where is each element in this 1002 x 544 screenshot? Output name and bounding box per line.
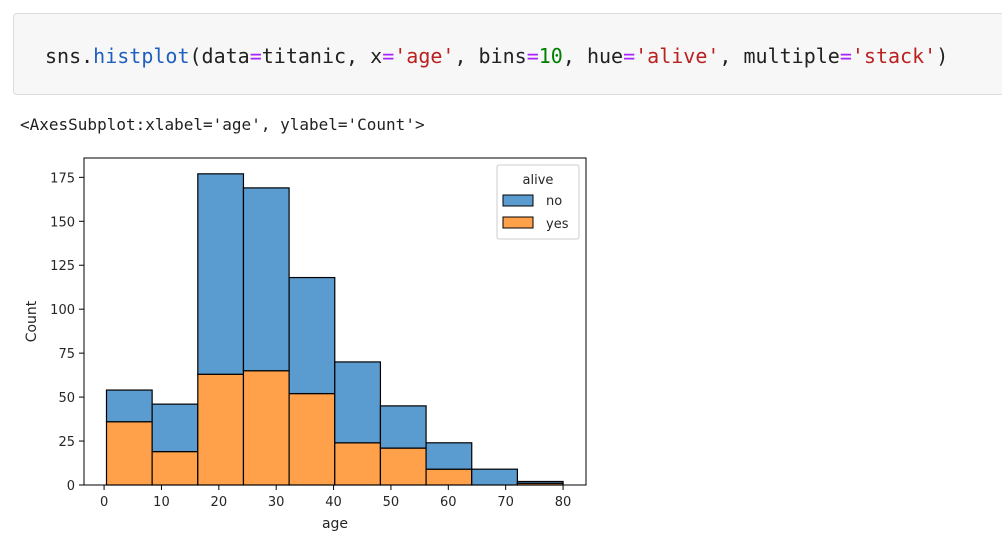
code-equals: = [526, 44, 539, 68]
code-equals: = [623, 44, 636, 68]
bar-no [379, 405, 427, 449]
code-equals: = [249, 44, 262, 68]
legend-label-no: no [546, 194, 562, 209]
bar-yes [379, 447, 427, 486]
x-tick-label: 70 [497, 495, 514, 510]
y-tick-label: 75 [58, 347, 75, 362]
bar-yes [288, 392, 336, 486]
bar-no [425, 442, 473, 470]
bar-yes [105, 421, 153, 486]
legend: alive no yes [496, 164, 580, 240]
legend-label-yes: yes [546, 217, 569, 232]
code-paren-open: ( [189, 44, 202, 68]
code-arg-name: multiple [743, 44, 840, 68]
y-tick-label: 125 [50, 259, 75, 274]
histogram-chart: 0 10 20 30 40 50 60 70 80 0 25 50 75 100 125 150 175 ag… [24, 157, 587, 532]
code-arg-value: titanic, [261, 44, 371, 68]
bar-no [288, 276, 336, 395]
code-equals: = [839, 44, 852, 68]
bar-no [516, 480, 564, 484]
code-string: 'stack' [851, 44, 937, 68]
bar-yes [197, 373, 245, 486]
axes-frame [83, 157, 587, 486]
y-axis-label: Count [24, 300, 40, 342]
code-string: 'alive' [635, 44, 720, 68]
legend-swatch-yes [502, 216, 534, 229]
y-tick-label: 25 [58, 435, 75, 450]
x-axis-label: age [322, 516, 348, 532]
bar-yes [151, 450, 199, 486]
code-module: sns. [45, 44, 94, 68]
code-cell[interactable]: sns.histplot(data=titanic, x='age', bins… [13, 13, 1002, 95]
bar-no [151, 403, 199, 453]
x-tick-label: 60 [440, 495, 457, 510]
bar-no [105, 389, 153, 423]
code-arg-name: x [370, 44, 383, 68]
code-string: 'age' [394, 44, 455, 68]
bar-no [197, 173, 245, 375]
code-arg-name: data [201, 44, 250, 68]
code-separator: , [719, 44, 744, 68]
code-separator: , [454, 44, 479, 68]
x-tick-label: 10 [153, 495, 170, 510]
bar-yes [334, 442, 382, 486]
bar-yes [242, 370, 290, 486]
bar-no [471, 468, 518, 486]
x-axis-ticks: 0 10 20 30 40 50 60 70 80 [100, 485, 571, 510]
code-arg-name: bins [478, 44, 527, 68]
code-separator: , [562, 44, 587, 68]
y-tick-label: 0 [67, 479, 75, 494]
legend-title: alive [523, 173, 554, 188]
output-repr: <AxesSubplot:xlabel='age', ylabel='Count… [20, 115, 425, 134]
code-function: histplot [93, 44, 190, 68]
code-arg-name: hue [586, 44, 624, 68]
x-tick-label: 30 [268, 495, 285, 510]
x-tick-label: 80 [555, 495, 572, 510]
code-line: sns.histplot(data=titanic, x='age', bins… [45, 44, 948, 68]
code-number: 10 [538, 44, 563, 68]
y-tick-label: 175 [50, 171, 75, 186]
x-tick-label: 20 [211, 495, 228, 510]
x-tick-label: 0 [100, 495, 108, 510]
code-paren-close: ) [936, 44, 949, 68]
bars-group [105, 173, 564, 486]
legend-swatch-no [502, 194, 534, 207]
y-tick-label: 100 [50, 303, 75, 318]
bar-no [242, 187, 290, 372]
x-tick-label: 40 [325, 495, 342, 510]
y-tick-label: 150 [50, 215, 75, 230]
y-tick-label: 50 [58, 391, 75, 406]
bar-yes [425, 468, 473, 486]
x-tick-label: 50 [383, 495, 400, 510]
y-axis-ticks: 0 25 50 75 100 125 150 175 [50, 171, 84, 494]
bar-no [334, 361, 382, 444]
code-equals: = [382, 44, 395, 68]
